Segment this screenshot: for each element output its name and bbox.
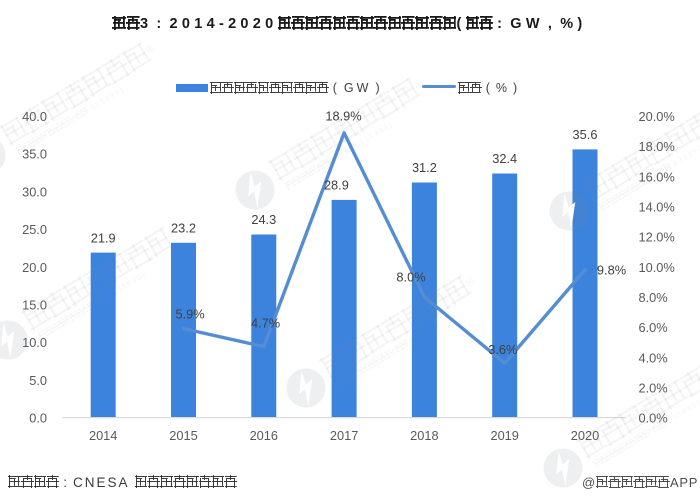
svg-text:5.0: 5.0 [29,373,47,388]
svg-text:28.9: 28.9 [324,178,349,193]
svg-text:25.0: 25.0 [22,222,47,237]
svg-text:2020: 2020 [571,428,599,443]
svg-text:10.0: 10.0 [22,335,47,350]
svg-text:2017: 2017 [330,428,358,443]
svg-text:2019: 2019 [490,428,518,443]
svg-text:31.2: 31.2 [412,160,437,175]
svg-text:14.0%: 14.0% [639,200,675,215]
svg-text:2016: 2016 [250,428,278,443]
svg-text:30.0: 30.0 [22,184,47,199]
svg-text:24.3: 24.3 [251,212,276,227]
svg-text:10.0%: 10.0% [639,260,675,275]
svg-text:32.4: 32.4 [492,151,517,166]
svg-text:21.9: 21.9 [91,230,116,245]
svg-text:2014: 2014 [89,428,117,443]
svg-text:3.6%: 3.6% [488,342,517,357]
svg-text:2015: 2015 [169,428,197,443]
svg-text:9.8%: 9.8% [597,263,626,278]
svg-text:20.0%: 20.0% [639,109,675,124]
svg-text:35.0: 35.0 [22,147,47,162]
svg-text:8.0%: 8.0% [396,270,425,285]
svg-text:0.0: 0.0 [29,411,47,426]
svg-text:18.0%: 18.0% [639,139,675,154]
svg-text:16.0%: 16.0% [639,169,675,184]
svg-text:20.0: 20.0 [22,260,47,275]
svg-text:15.0: 15.0 [22,298,47,313]
svg-text:5.9%: 5.9% [176,306,205,321]
svg-text:0.0%: 0.0% [639,411,668,426]
svg-text:35.6: 35.6 [573,127,598,142]
svg-text:2.0%: 2.0% [639,381,668,396]
svg-text:40.0: 40.0 [22,109,47,124]
svg-text:12.0%: 12.0% [639,230,675,245]
svg-text:2018: 2018 [410,428,438,443]
svg-text:6.0%: 6.0% [639,320,668,335]
svg-text:4.7%: 4.7% [251,315,280,330]
svg-text:18.9%: 18.9% [325,109,361,124]
svg-text:4.0%: 4.0% [639,350,668,365]
svg-text:8.0%: 8.0% [639,290,668,305]
svg-text:23.2: 23.2 [171,220,196,235]
